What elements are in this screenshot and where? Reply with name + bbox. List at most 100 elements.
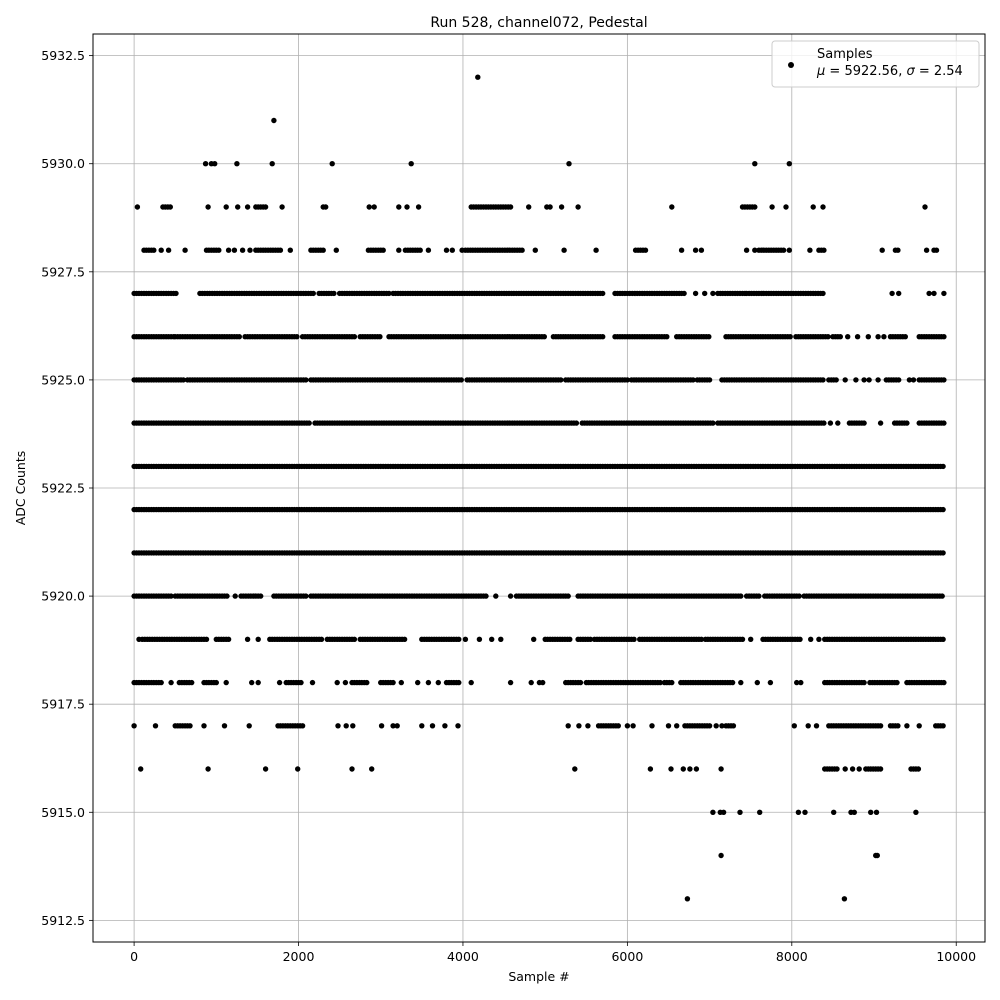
data-point: [805, 723, 811, 729]
data-point: [879, 247, 885, 253]
data-point: [165, 247, 172, 253]
data-point: [730, 723, 737, 729]
data-point: [713, 723, 719, 729]
y-tick-label: 5917.5: [41, 697, 85, 712]
legend-box: [771, 40, 980, 88]
data-point: [738, 593, 744, 599]
y-tick-label: 5922.5: [41, 481, 85, 496]
data-point: [456, 679, 462, 686]
y-tick-label: 5927.5: [41, 264, 85, 279]
data-point: [221, 723, 228, 729]
data-point: [269, 161, 275, 167]
data-point: [216, 247, 222, 253]
data-point: [247, 247, 253, 253]
chart-title: Run 528, channel072, Pedestal: [430, 15, 647, 31]
data-point: [702, 290, 708, 297]
data-point: [398, 679, 404, 686]
data-point: [158, 247, 164, 253]
data-point: [827, 420, 834, 426]
data-point: [794, 679, 800, 686]
data-point: [449, 247, 455, 253]
data-point: [333, 247, 339, 253]
data-point: [303, 377, 309, 383]
data-point: [576, 723, 582, 729]
data-point: [593, 247, 599, 253]
data-point: [415, 204, 422, 210]
data-point: [939, 593, 945, 599]
data-point: [940, 550, 946, 556]
data-point: [231, 247, 238, 253]
data-point: [821, 420, 827, 426]
data-point: [719, 723, 725, 729]
data-point: [710, 809, 716, 815]
data-point: [669, 679, 675, 686]
data-point: [690, 377, 696, 383]
data-point: [489, 636, 495, 642]
data-point: [223, 204, 229, 210]
data-point: [877, 723, 884, 729]
data-point: [797, 636, 803, 642]
data-point: [567, 636, 573, 642]
data-point: [873, 809, 880, 815]
data-point: [386, 290, 392, 297]
data-point: [631, 636, 637, 642]
data-point: [380, 247, 386, 253]
legend-stats: μ = 5922.56, σ = 2.54: [816, 64, 963, 79]
data-point: [851, 809, 857, 815]
data-point: [320, 247, 326, 253]
data-point: [692, 247, 699, 253]
data-point: [396, 247, 402, 253]
data-point: [706, 334, 712, 340]
data-point: [205, 204, 211, 210]
data-point: [904, 420, 910, 426]
data-point: [335, 723, 341, 729]
data-point: [343, 723, 349, 729]
data-point: [845, 334, 851, 340]
data-point: [668, 766, 674, 772]
data-point: [757, 809, 763, 815]
data-point: [729, 679, 736, 686]
data-point: [458, 377, 464, 383]
data-point: [378, 723, 385, 729]
data-point: [615, 723, 621, 729]
data-point: [475, 74, 481, 80]
x-axis-label: Sample #: [508, 969, 569, 984]
data-point: [442, 723, 448, 729]
data-point: [820, 290, 826, 297]
data-point: [706, 723, 713, 729]
data-point: [842, 377, 848, 383]
data-point: [203, 636, 210, 642]
data-point: [565, 723, 571, 729]
data-point: [532, 247, 538, 253]
data-point: [232, 593, 238, 599]
data-point: [849, 766, 856, 772]
x-axis-ticks: 0 2000 4000 6000 8000 10000: [130, 942, 976, 964]
data-point: [575, 204, 581, 210]
y-tick-label: 5915.0: [41, 805, 85, 820]
y-axis-ticks: 5912.5 5915.0 5917.5 5920.0 5922.5 5925.0 5927…: [41, 48, 93, 928]
data-point: [224, 593, 230, 599]
data-point: [786, 247, 792, 253]
data-point: [693, 766, 700, 772]
data-point: [334, 679, 340, 686]
data-point: [547, 204, 553, 210]
data-point: [787, 334, 793, 340]
data-point: [213, 679, 219, 686]
data-point: [795, 809, 802, 815]
data-point: [786, 161, 792, 167]
data-point: [519, 247, 525, 253]
data-point: [244, 636, 251, 642]
data-point: [225, 636, 232, 642]
data-point: [630, 723, 636, 729]
data-point: [585, 723, 591, 729]
data-point: [528, 679, 534, 686]
data-point: [692, 290, 699, 297]
data-point: [868, 809, 874, 815]
data-point: [923, 247, 930, 253]
data-point: [134, 204, 141, 210]
data-point: [798, 679, 804, 686]
data-point: [837, 334, 843, 340]
data-point: [239, 247, 246, 253]
data-point: [941, 420, 947, 426]
